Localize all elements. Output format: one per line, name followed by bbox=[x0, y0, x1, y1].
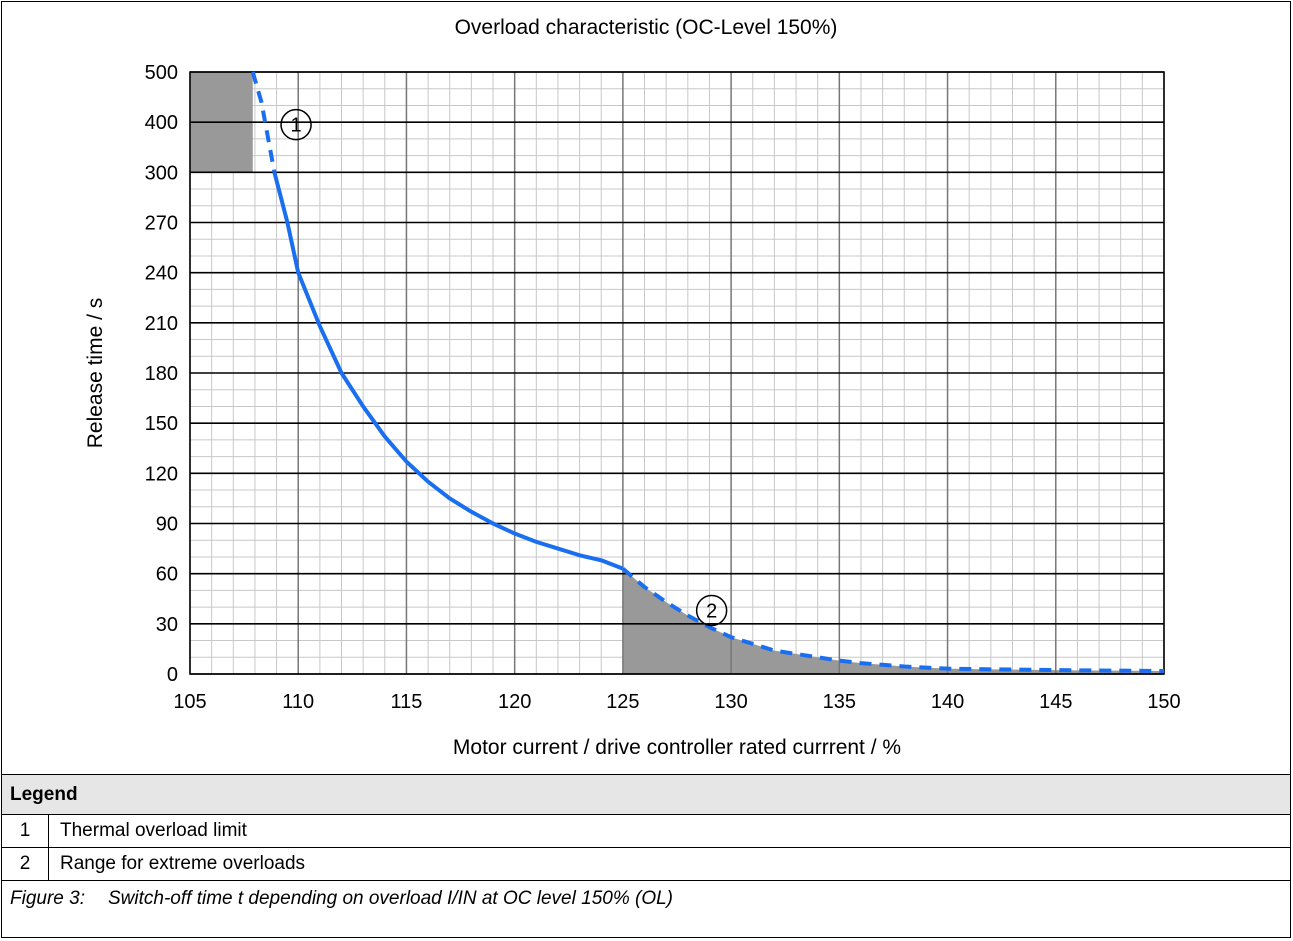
x-tick-label: 110 bbox=[282, 691, 314, 713]
x-tick-label: 115 bbox=[390, 691, 422, 713]
annotation-label: 1 bbox=[290, 115, 301, 137]
y-tick-label: 270 bbox=[145, 213, 178, 235]
chart-area: Overload characteristic (OC-Level 150%) … bbox=[2, 2, 1290, 774]
y-tick-label: 300 bbox=[145, 162, 178, 184]
curve-solid-segment bbox=[272, 171, 624, 571]
y-tick-label: 150 bbox=[145, 413, 178, 435]
figure-caption-text: Switch-off time t depending on overload … bbox=[108, 888, 673, 909]
legend-row: 1 Thermal overload limit bbox=[2, 815, 1290, 848]
overload-chart: 1 2 105 110 115 120 125 130 135 140 145 150 0 30 60 90 1… bbox=[84, 62, 1181, 759]
legend-header: Legend bbox=[2, 774, 1290, 815]
chart-title: Overload characteristic (OC-Level 150%) bbox=[454, 16, 838, 39]
y-tick-label: 180 bbox=[145, 363, 178, 385]
x-tick-label: 120 bbox=[498, 691, 531, 713]
figure-caption: Figure 3: Switch-off time t depending on … bbox=[10, 883, 673, 915]
y-tick-label: 400 bbox=[145, 112, 178, 134]
x-tick-label: 125 bbox=[606, 691, 639, 713]
annotation-circle bbox=[280, 108, 312, 141]
y-tick-label: 120 bbox=[145, 463, 178, 485]
y-axis-label: Release time / s bbox=[84, 298, 107, 449]
y-tick-label: 0 bbox=[167, 664, 178, 686]
plot-border bbox=[189, 71, 1165, 675]
x-tick-label: 135 bbox=[823, 691, 856, 713]
legend-text: Thermal overload limit bbox=[60, 820, 247, 841]
legend-text: Range for extreme overloads bbox=[60, 853, 306, 874]
shaded-region-extreme bbox=[622, 568, 1164, 674]
curve-dashed-segment bbox=[621, 567, 1165, 673]
legend-number: 1 bbox=[2, 815, 49, 847]
x-axis-label: Motor current / drive controller rated c… bbox=[453, 736, 901, 759]
x-tick-label: 145 bbox=[1039, 691, 1072, 713]
y-tick-label: 500 bbox=[145, 62, 178, 84]
x-tick-label: 105 bbox=[173, 691, 206, 713]
x-tick-label: 130 bbox=[714, 691, 747, 713]
y-tick-label: 60 bbox=[156, 564, 178, 586]
y-tick-label: 240 bbox=[145, 263, 178, 285]
figure-number: Figure 3: bbox=[10, 888, 85, 909]
y-tick-label: 30 bbox=[156, 614, 178, 636]
curve-dashed-segment bbox=[250, 71, 277, 173]
x-tick-label: 140 bbox=[931, 691, 964, 713]
annotation-circle bbox=[695, 594, 728, 627]
y-tick-label: 90 bbox=[156, 514, 178, 536]
y-tick-label: 210 bbox=[145, 313, 178, 335]
legend-row: 2 Range for extreme overloads bbox=[2, 848, 1290, 881]
x-tick-label: 150 bbox=[1147, 691, 1180, 713]
legend-number: 2 bbox=[2, 848, 49, 880]
annotation-label: 2 bbox=[706, 600, 717, 622]
